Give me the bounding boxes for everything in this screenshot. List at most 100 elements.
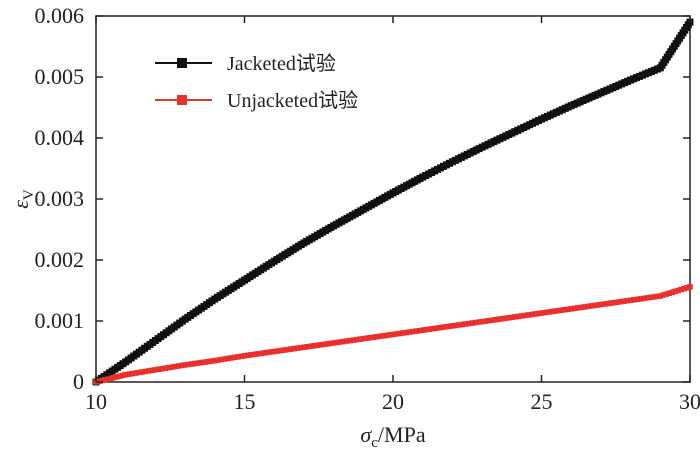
data-point: [495, 316, 502, 322]
data-point: [228, 355, 235, 361]
legend: Jacketed试验 Unjacketed试验: [155, 52, 358, 112]
y-tick-label: 0: [73, 369, 84, 394]
data-point: [218, 356, 225, 363]
data-point: [624, 297, 631, 304]
data-point: [644, 295, 650, 301]
data-point: [568, 306, 574, 312]
data-point: [350, 337, 357, 343]
data-point: [617, 298, 624, 305]
data-point: [575, 305, 581, 311]
data-point: [571, 305, 578, 312]
data-point: [459, 321, 466, 328]
data-point: [657, 293, 664, 299]
x-tick-label: 30: [679, 389, 700, 414]
data-point: [363, 335, 370, 341]
legend-item: Unjacketed试验: [155, 89, 358, 112]
data-point: [627, 297, 634, 304]
data-point: [105, 376, 111, 382]
data-point: [254, 351, 261, 357]
data-point: [390, 331, 396, 338]
y-axis-title-main: ε: [8, 200, 33, 209]
data-point: [320, 341, 327, 348]
data-point: [169, 364, 175, 370]
data-point: [278, 347, 284, 354]
data-point: [337, 339, 343, 345]
x-axis-title-main: σ: [360, 422, 372, 447]
data-point: [548, 308, 555, 315]
data-point: [555, 307, 561, 314]
data-point: [271, 348, 277, 355]
data-point: [598, 301, 604, 308]
data-point: [443, 324, 449, 330]
data-point: [149, 367, 155, 374]
data-point: [634, 296, 640, 303]
data-point: [476, 319, 482, 325]
data-point: [611, 299, 617, 306]
data-point: [538, 310, 545, 316]
data-point: [492, 316, 499, 323]
data-point: [654, 293, 660, 300]
data-point: [466, 320, 472, 327]
data-point: [449, 323, 456, 329]
data-point: [462, 321, 469, 327]
data-point: [307, 343, 314, 350]
data-point: [311, 343, 317, 349]
data-point: [594, 302, 601, 308]
data-point: [621, 298, 627, 304]
data-point: [518, 313, 525, 319]
data-point: [608, 300, 614, 306]
y-tick-label: 0.006: [35, 3, 85, 28]
data-point: [512, 314, 518, 320]
data-point: [301, 344, 307, 350]
y-tick-label: 0.004: [35, 125, 85, 150]
y-axis-title-sub: V: [21, 189, 37, 200]
x-axis-title: σc/MPa: [360, 422, 425, 451]
series-jacketed: [92, 18, 694, 386]
data-point: [264, 349, 271, 356]
data-point: [198, 359, 205, 366]
data-point: [294, 345, 301, 351]
series-layer: [92, 18, 694, 386]
data-point: [502, 315, 508, 322]
data-point: [102, 377, 108, 383]
data-point: [287, 346, 294, 352]
data-point: [136, 369, 142, 376]
data-point: [111, 374, 117, 381]
data-point: [452, 322, 459, 329]
data-point: [672, 288, 678, 295]
data-point: [396, 330, 403, 337]
data-point: [99, 377, 105, 384]
data-point: [334, 339, 340, 346]
data-point: [469, 320, 475, 326]
data-point: [132, 370, 139, 376]
data-point: [142, 368, 149, 375]
data-point: [433, 325, 439, 332]
data-point: [684, 285, 690, 291]
data-point: [423, 326, 429, 333]
data-point: [139, 369, 145, 375]
legend-label: Unjacketed试验: [227, 89, 358, 112]
data-point: [297, 344, 304, 351]
data-point: [678, 286, 684, 293]
data-point: [604, 300, 611, 307]
data-point: [532, 311, 538, 317]
data-point: [162, 365, 169, 371]
data-point: [515, 313, 522, 320]
data-point: [360, 335, 367, 342]
data-point: [663, 291, 669, 297]
data-point: [383, 332, 390, 339]
data-point: [439, 324, 446, 331]
data-point: [545, 309, 551, 315]
data-point: [681, 285, 687, 292]
data-point: [413, 328, 419, 334]
data-point: [258, 350, 264, 357]
data-point: [561, 306, 568, 313]
legend-marker: [177, 95, 187, 105]
data-point: [108, 375, 114, 382]
data-point: [410, 328, 416, 335]
data-point: [119, 372, 126, 379]
series-unjacketed: [93, 284, 693, 385]
data-point: [641, 295, 647, 302]
data-point: [129, 370, 136, 377]
